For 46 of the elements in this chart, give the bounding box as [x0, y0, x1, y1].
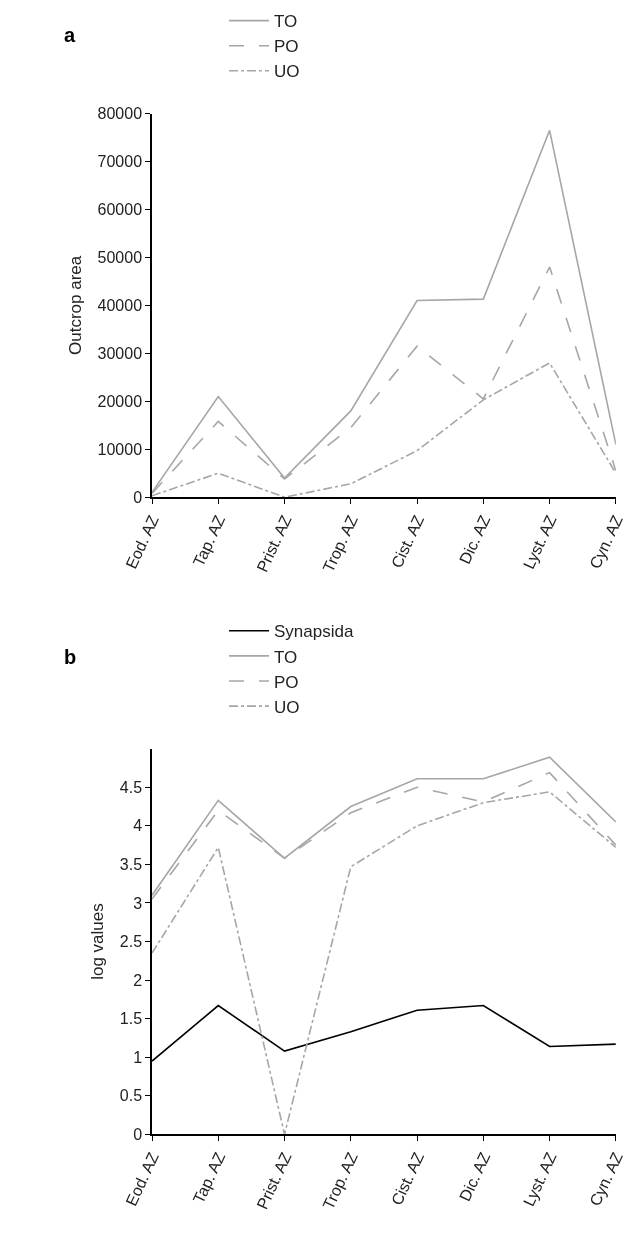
x-tick-label: Trop. AZ [319, 512, 361, 575]
y-tick-label: 3.5 [119, 856, 143, 873]
y-tick-label: 3 [133, 894, 143, 912]
y-tick-label: 40000 [97, 296, 143, 314]
y-tick-label: 4 [133, 817, 143, 835]
y-tick-label: 1.5 [119, 1010, 143, 1028]
chart-title: a [64, 24, 76, 46]
x-tick-label: Trop. AZ [319, 1149, 361, 1213]
y-tick-label: 4.5 [119, 778, 143, 796]
y-tick-label: 80000 [97, 105, 143, 123]
y-tick-label: 0.5 [119, 1087, 143, 1105]
y-tick-label: 20000 [97, 392, 143, 410]
legend-label: TO [274, 647, 298, 667]
y-tick-label: 0 [133, 488, 143, 506]
legend-label: UO [274, 62, 300, 82]
legend-label: UO [274, 697, 300, 717]
y-tick-label: 60000 [97, 201, 143, 219]
legend-label: PO [274, 672, 299, 692]
y-tick-label: 1 [133, 1048, 143, 1066]
x-tick-label: Prist. AZ [253, 1149, 295, 1212]
x-tick-label: Eod. AZ [122, 1149, 163, 1209]
x-tick-label: Cyn. AZ [586, 512, 626, 572]
x-tick-label: Lyst. AZ [519, 512, 560, 572]
legend-label: PO [274, 37, 299, 57]
y-tick-label: 2.5 [119, 933, 143, 951]
y-tick-label: 0 [133, 1125, 143, 1143]
y-tick-label: 50000 [97, 249, 143, 267]
y-tick-label: 2 [133, 971, 143, 989]
y-tick-label: 70000 [97, 153, 143, 171]
x-tick-label: Dic. AZ [456, 1149, 494, 1204]
legend-label: TO [274, 12, 298, 32]
x-tick-label: Prist. AZ [253, 512, 295, 575]
x-tick-label: Cist. AZ [387, 512, 428, 571]
y-tick-label: 30000 [97, 344, 143, 362]
x-tick-label: Lyst. AZ [519, 1149, 560, 1209]
legend-label: Synapsida [274, 622, 354, 642]
x-tick-label: Eod. AZ [122, 512, 163, 572]
y-axis-title: log values [87, 903, 107, 980]
x-tick-label: Cyn. AZ [586, 1149, 626, 1209]
chart-title: b [64, 646, 77, 668]
x-tick-label: Tap. AZ [189, 1149, 229, 1207]
y-tick-label: 10000 [97, 440, 143, 458]
x-tick-label: Tap. AZ [189, 512, 229, 569]
y-axis-title: Outcrop area [65, 255, 85, 355]
x-tick-label: Cist. AZ [387, 1149, 428, 1208]
x-tick-label: Dic. AZ [456, 512, 494, 567]
